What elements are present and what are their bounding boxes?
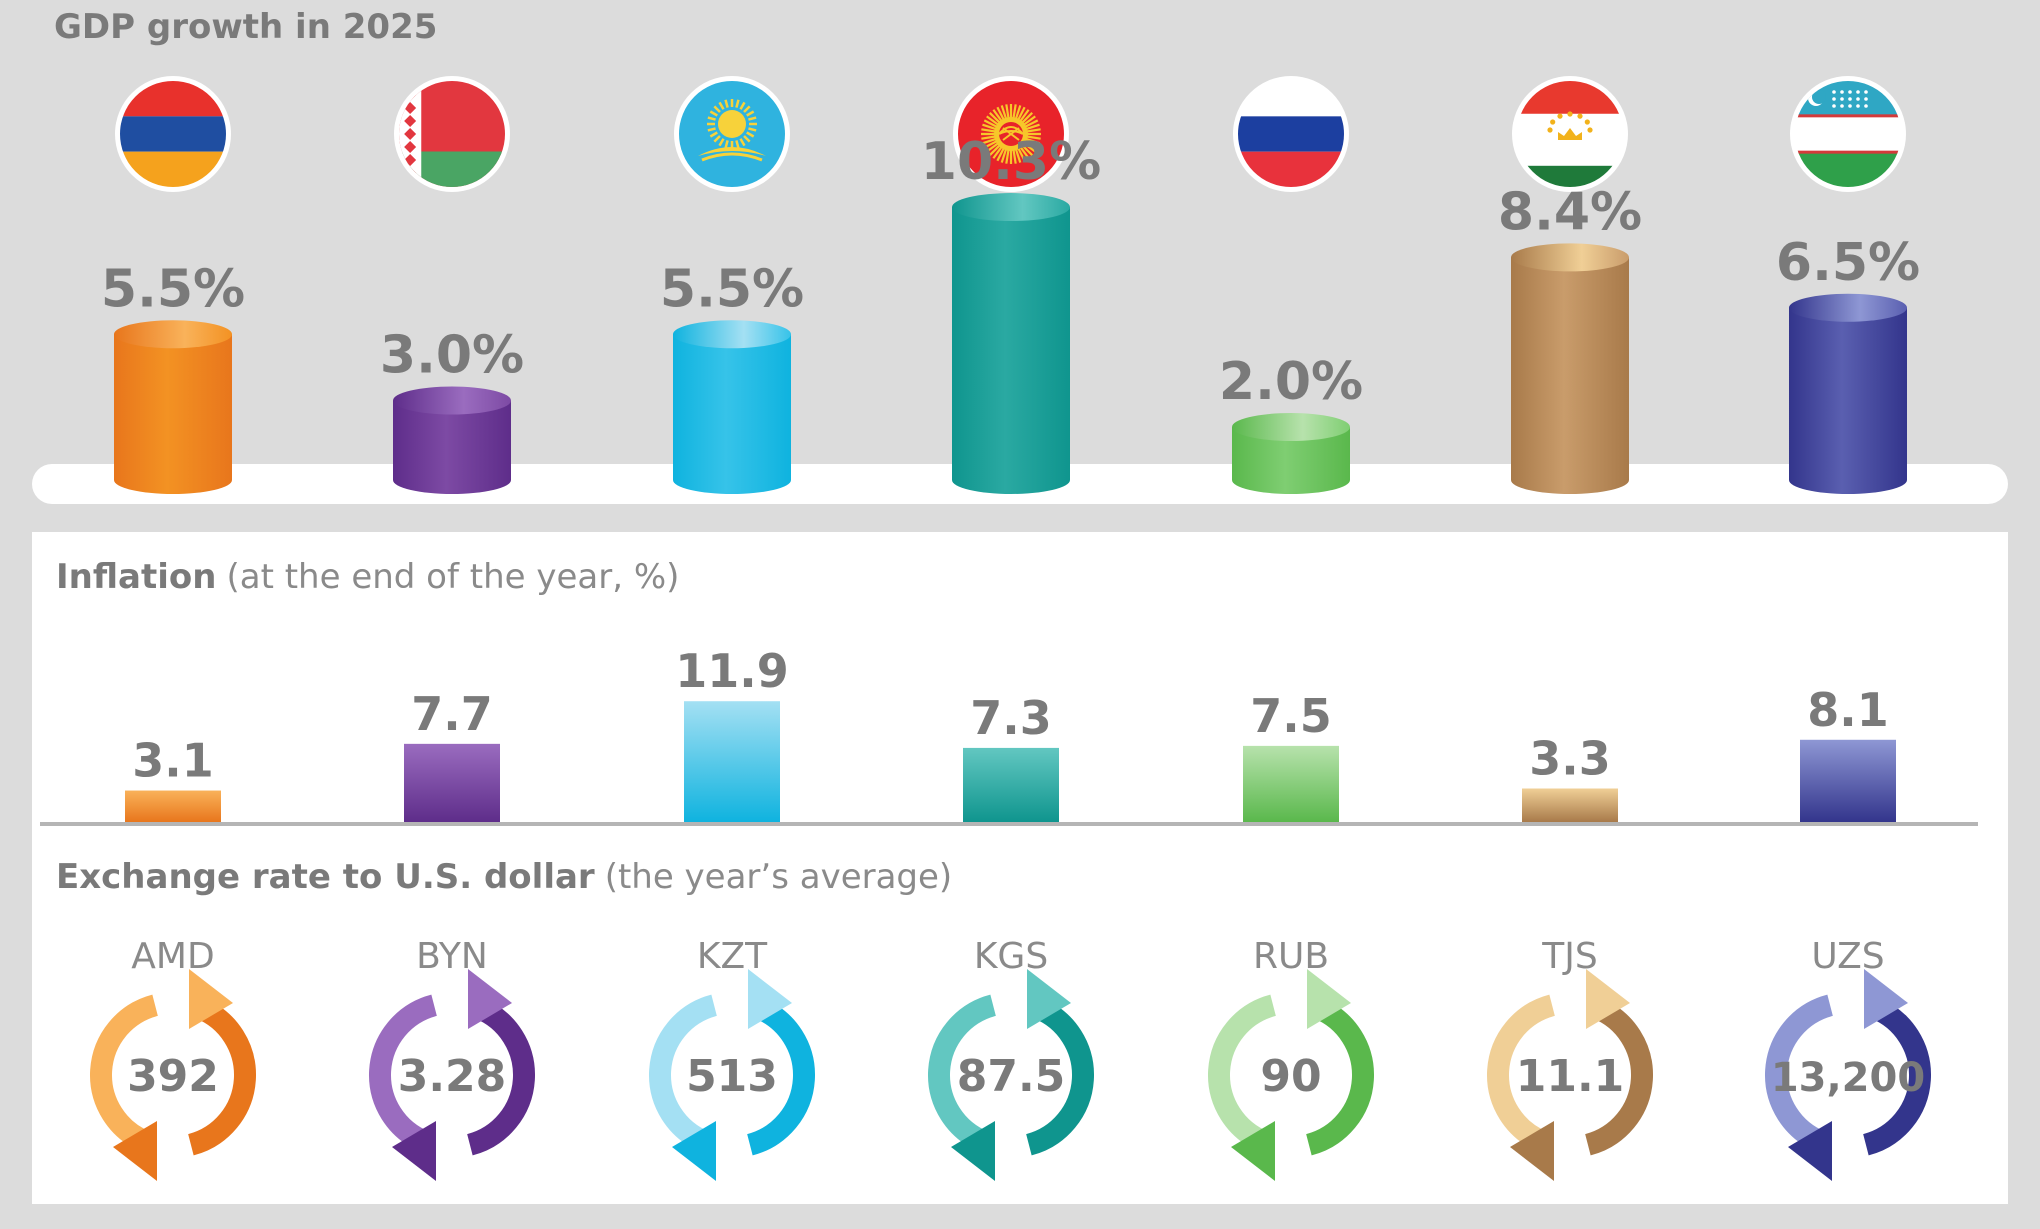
exchange-items: AMD 392 BYN 3.28 KZT 513 KGS 87.5 RUB 90 TJS 11.1 UZ… xyxy=(90,936,1931,1181)
exchange-item-kzt: KZT 513 xyxy=(649,936,815,1181)
inflation-bar-amd xyxy=(125,790,221,822)
gdp-value-label: 6.5% xyxy=(1776,233,1920,293)
inflation-value-label: 7.5 xyxy=(1250,689,1332,743)
exchange-item-uzs: UZS 13,200 xyxy=(1765,936,1931,1181)
gdp-bar-armenia xyxy=(114,320,232,494)
currency-code: TJS xyxy=(1541,936,1597,977)
exchange-value: 513 xyxy=(686,1051,778,1102)
flag-tajikistan xyxy=(1512,76,1628,192)
currency-code: RUB xyxy=(1253,936,1329,977)
exchange-item-amd: AMD 392 xyxy=(90,936,256,1181)
gdp-bar-tajikistan xyxy=(1511,243,1629,494)
exchange-title: Exchange rate to U.S. dollar (the year’s … xyxy=(56,857,952,897)
exchange-item-rub: RUB 90 xyxy=(1208,936,1374,1181)
inflation-title: Inflation (at the end of the year, %) xyxy=(56,557,679,597)
currency-code: KGS xyxy=(974,936,1048,977)
cycle-arrows-icon xyxy=(369,969,535,1181)
cycle-arrows-icon xyxy=(649,969,815,1181)
exchange-value: 392 xyxy=(127,1051,219,1102)
gdp-bar-russia xyxy=(1232,413,1350,494)
cycle-arrows-icon xyxy=(928,969,1094,1181)
gdp-bar-belarus xyxy=(393,386,511,494)
inflation-bars: 3.1 7.7 11.9 7.3 7.5 3.3 8.1 xyxy=(125,644,1896,822)
inflation-bar-rub xyxy=(1243,745,1339,822)
lower-panel xyxy=(32,532,2008,1204)
gdp-value-label: 2.0% xyxy=(1219,352,1363,412)
inflation-value-label: 8.1 xyxy=(1807,683,1889,737)
inflation-bar-kzt xyxy=(684,701,780,822)
gdp-value-label: 3.0% xyxy=(380,326,524,386)
flag-russia xyxy=(1233,76,1349,192)
flag-kyrgyzstan xyxy=(953,76,1069,192)
cycle-arrows-icon xyxy=(1487,969,1653,1181)
exchange-value: 11.1 xyxy=(1516,1051,1625,1102)
exchange-item-tjs: TJS 11.1 xyxy=(1487,936,1653,1181)
inflation-bar-byn xyxy=(404,743,500,822)
cycle-arrows-icon xyxy=(90,969,256,1181)
gdp-title: GDP growth in 2025 xyxy=(54,7,437,47)
gdp-value-label: 10.3% xyxy=(921,132,1101,192)
cycle-arrows-icon xyxy=(1765,969,1931,1181)
currency-code: KZT xyxy=(697,936,768,977)
inflation-title-bold: Inflation xyxy=(56,557,216,597)
flag-kazakhstan xyxy=(674,76,790,192)
inflation-title-light: (at the end of the year, %) xyxy=(226,557,679,597)
exchange-title-light: (the year’s average) xyxy=(605,857,953,897)
inflation-value-label: 3.1 xyxy=(132,734,214,788)
exchange-item-byn: BYN 3.28 xyxy=(369,936,535,1181)
exchange-value: 87.5 xyxy=(957,1051,1066,1102)
currency-code: UZS xyxy=(1811,936,1884,977)
currency-code: BYN xyxy=(416,936,488,977)
inflation-bar-kgs xyxy=(963,747,1059,822)
exchange-value: 13,200 xyxy=(1771,1055,1925,1101)
gdp-value-label: 5.5% xyxy=(660,259,804,319)
cycle-arrows-icon xyxy=(1208,969,1374,1181)
gdp-bar-kazakhstan xyxy=(673,320,791,494)
flag-armenia xyxy=(115,76,231,192)
inflation-value-label: 3.3 xyxy=(1529,732,1611,786)
inflation-bar-uzs xyxy=(1800,739,1896,822)
exchange-value: 3.28 xyxy=(398,1051,507,1102)
inflation-value-label: 7.7 xyxy=(411,687,493,741)
gdp-bar-kyrgyzstan xyxy=(952,193,1070,495)
exchange-title-bold: Exchange rate to U.S. dollar xyxy=(56,857,595,897)
exchange-item-kgs: KGS 87.5 xyxy=(928,936,1094,1181)
inflation-value-label: 11.9 xyxy=(675,644,789,698)
inflation-baseline xyxy=(40,822,1978,826)
inflation-bar-tjs xyxy=(1522,788,1618,822)
gdp-bars: 5.5% 3.0% 5.5% 10.3% 2.0% 8.4% 6.5% xyxy=(101,132,1920,495)
exchange-value: 90 xyxy=(1260,1051,1321,1102)
gdp-value-label: 5.5% xyxy=(101,259,245,319)
flag-uzbekistan xyxy=(1790,76,1906,192)
gdp-bar-uzbekistan xyxy=(1789,293,1907,494)
gdp-value-label: 8.4% xyxy=(1498,182,1642,242)
inflation-value-label: 7.3 xyxy=(970,691,1052,745)
currency-code: AMD xyxy=(131,936,214,977)
